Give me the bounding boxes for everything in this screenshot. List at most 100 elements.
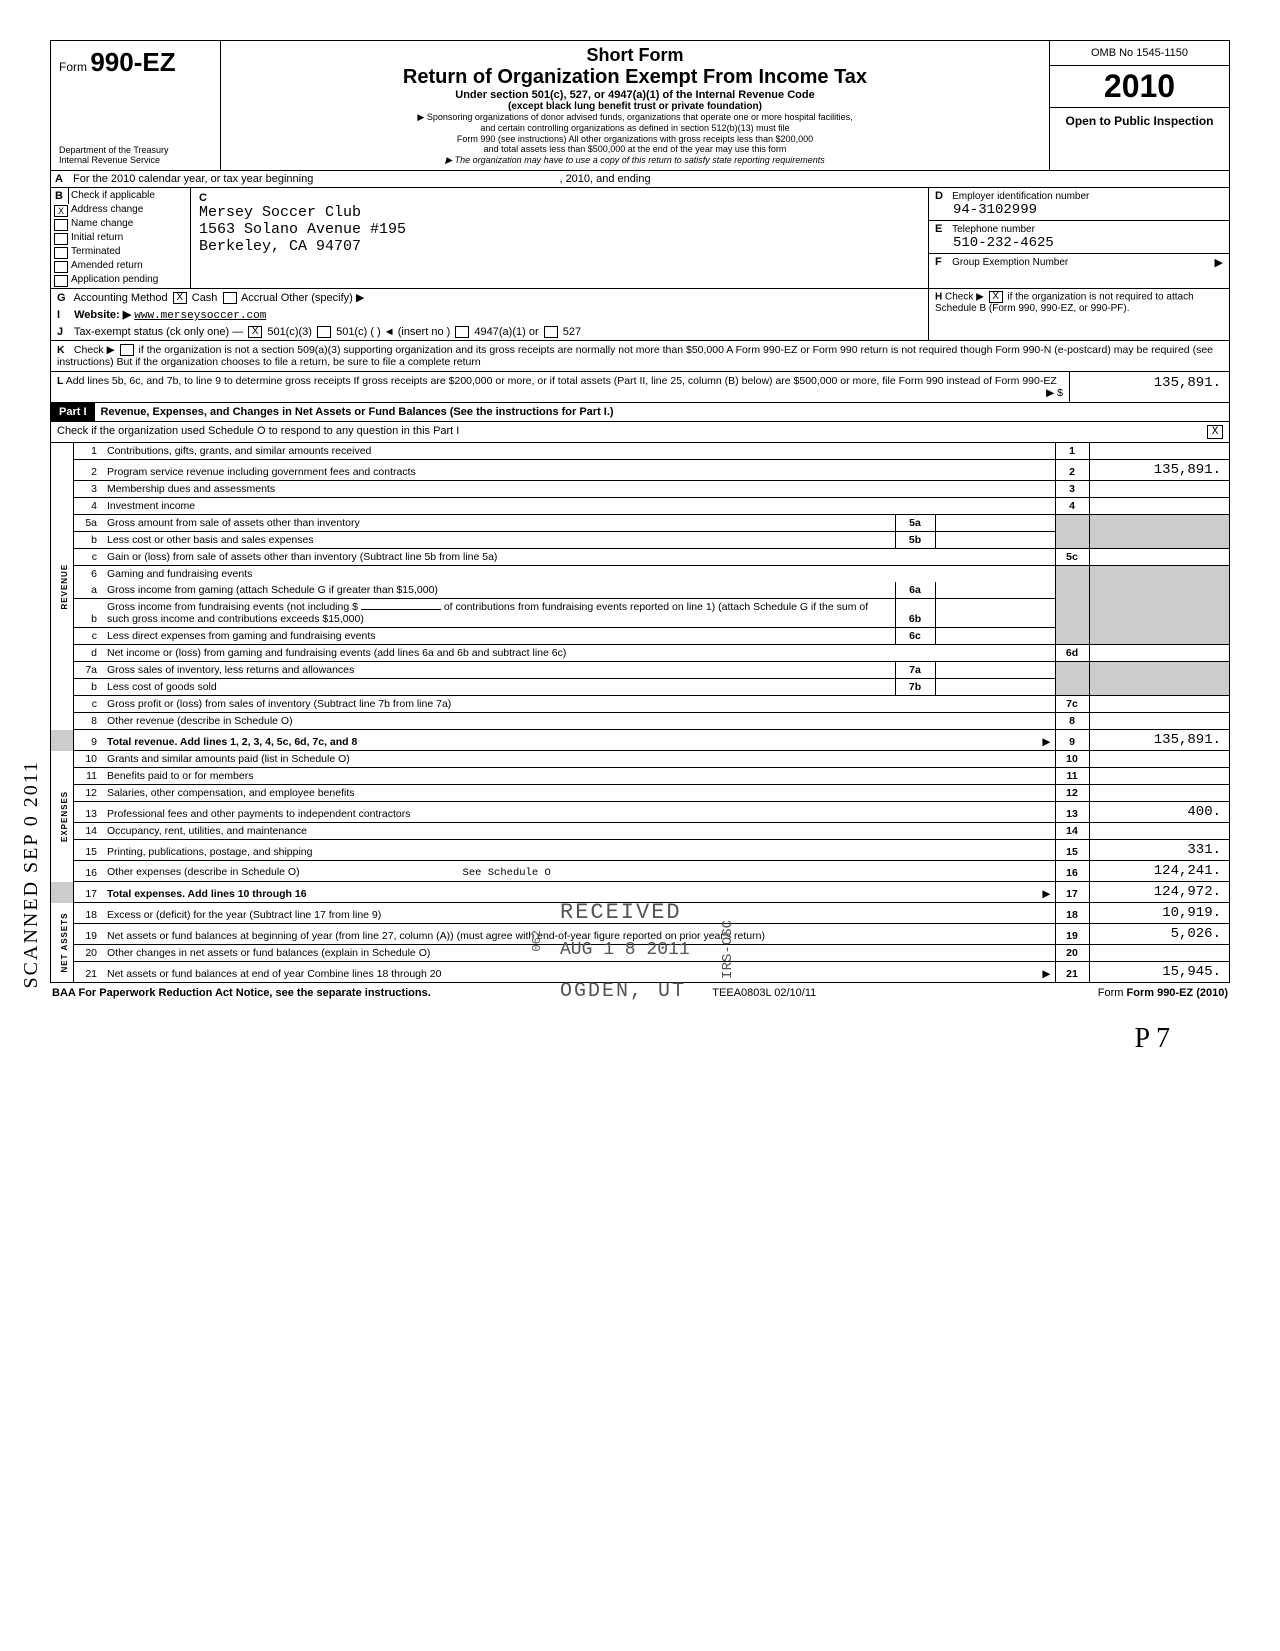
- n12: 12: [73, 785, 103, 802]
- d-label: D: [935, 190, 949, 202]
- row-6d: d Net income or (loss) from gaming and f…: [51, 645, 1229, 662]
- v7b: [1089, 679, 1229, 696]
- v6d: [1089, 645, 1229, 662]
- d21: Net assets or fund balances at end of ye…: [107, 968, 441, 980]
- sv7b: [935, 679, 1055, 696]
- v7c: [1089, 696, 1229, 713]
- v6: [1089, 566, 1229, 583]
- line-a-text1: For the 2010 calendar year, or tax year …: [73, 173, 313, 185]
- line-k: K Check ▶ if the organization is not a s…: [51, 341, 1229, 372]
- side-netassets: NET ASSETS: [51, 903, 73, 983]
- g-text: Accounting Method: [73, 292, 167, 304]
- b-txt-initial: Initial return: [71, 232, 123, 246]
- line-l: L Add lines 5b, 6c, and 7b, to line 9 to…: [51, 372, 1229, 403]
- footer-right-wrap: Form Form 990-EZ (2010): [1098, 987, 1228, 999]
- k-label: K: [57, 344, 71, 356]
- sv5a: [935, 515, 1055, 532]
- c8: 8: [1055, 713, 1089, 730]
- n4: 4: [73, 498, 103, 515]
- k-chk[interactable]: [120, 344, 134, 356]
- line-a-label: A: [51, 171, 69, 187]
- c5a: [1055, 515, 1089, 532]
- j-501c3-chk[interactable]: X: [248, 326, 262, 338]
- b-item-initial: Initial return: [51, 232, 190, 246]
- line-g: G Accounting Method X Cash Accrual Other…: [51, 289, 928, 306]
- b-chk-address[interactable]: X: [54, 205, 68, 217]
- line-a: A For the 2010 calendar year, or tax yea…: [51, 171, 1229, 188]
- form-prefix: Form: [59, 60, 87, 74]
- form-number: Form 990-EZ: [59, 47, 212, 78]
- title-note-a: ▶ Sponsoring organizations of donor advi…: [231, 112, 1039, 123]
- c-label: C: [199, 192, 920, 204]
- d8: Other revenue (describe in Schedule O): [103, 713, 1055, 730]
- v11: [1089, 768, 1229, 785]
- form-number-value: 990-EZ: [90, 47, 175, 77]
- k-text: Check ▶: [74, 344, 115, 356]
- d12: Salaries, other compensation, and employ…: [103, 785, 1055, 802]
- h-text: Check ▶: [945, 292, 984, 303]
- org-addr2: Berkeley, CA 94707: [199, 238, 920, 255]
- j-4947: 4947(a)(1) or: [474, 326, 538, 338]
- g-accrual-chk[interactable]: [223, 292, 237, 304]
- b-chk-pending[interactable]: [54, 275, 68, 287]
- line-i: I Website: ▶ www.merseysoccer.com: [51, 306, 928, 324]
- v7a: [1089, 662, 1229, 679]
- d6b: Gross income from fundraising events (no…: [103, 599, 895, 628]
- g-other: Other (specify) ▶: [281, 292, 365, 304]
- d6d: Net income or (loss) from gaming and fun…: [103, 645, 1055, 662]
- e-head: Telephone number: [952, 224, 1035, 235]
- b-chk-name[interactable]: [54, 219, 68, 231]
- h-chk[interactable]: X: [989, 291, 1003, 303]
- b-chk-terminated[interactable]: [54, 247, 68, 259]
- l-arrow: ▶ $: [1046, 387, 1063, 399]
- c7a: [1055, 662, 1089, 679]
- n7a: 7a: [73, 662, 103, 679]
- part1-check-box[interactable]: X: [1207, 425, 1223, 439]
- e-block: E Telephone number 510-232-4625: [929, 221, 1229, 254]
- c1: 1: [1055, 443, 1089, 460]
- n5a: 5a: [73, 515, 103, 532]
- part1-header: Part I Revenue, Expenses, and Changes in…: [51, 403, 1229, 422]
- part1-check-text: Check if the organization used Schedule …: [57, 425, 1207, 439]
- c2: 2: [1055, 460, 1089, 481]
- j-501c-chk[interactable]: [317, 326, 331, 338]
- g-cash-chk[interactable]: X: [173, 292, 187, 304]
- c7b: [1055, 679, 1089, 696]
- n10: 10: [73, 751, 103, 768]
- d11: Benefits paid to or for members: [103, 768, 1055, 785]
- v1: [1089, 443, 1229, 460]
- j-527-chk[interactable]: [544, 326, 558, 338]
- b-chk-amended[interactable]: [54, 261, 68, 273]
- j-501c: 501(c) (: [336, 326, 374, 338]
- footer-right: Form 990-EZ (2010): [1127, 987, 1228, 999]
- title-note-e: ▶ The organization may have to use a cop…: [231, 155, 1039, 166]
- n20: 20: [73, 945, 103, 962]
- j-label: J: [57, 326, 71, 338]
- c12: 12: [1055, 785, 1089, 802]
- block-gijh: G Accounting Method X Cash Accrual Other…: [51, 289, 1229, 341]
- row-13: 13 Professional fees and other payments …: [51, 802, 1229, 823]
- sv5b: [935, 532, 1055, 549]
- d9w: Total revenue. Add lines 1, 2, 3, 4, 5c,…: [103, 730, 1055, 751]
- v6b: [1089, 599, 1229, 628]
- d5b: Less cost or other basis and sales expen…: [103, 532, 895, 549]
- v15: 331.: [1089, 840, 1229, 861]
- i-label: I: [57, 309, 71, 321]
- stamp-scanned: SCANNED SEP 0 2011: [20, 760, 43, 988]
- b-chk-initial[interactable]: [54, 233, 68, 245]
- title-note-d: and total assets less than $500,000 at t…: [231, 144, 1039, 155]
- sv6c: [935, 628, 1055, 645]
- j-4947-chk[interactable]: [455, 326, 469, 338]
- title-main: Return of Organization Exempt From Incom…: [231, 66, 1039, 89]
- c21: 21: [1055, 962, 1089, 983]
- sc6c: 6c: [895, 628, 935, 645]
- v6cs: [1089, 628, 1229, 645]
- j-text: Tax-exempt status (ck only one) —: [74, 326, 243, 338]
- row-6a: a Gross income from gaming (attach Sched…: [51, 582, 1229, 599]
- h-label: H: [935, 292, 942, 303]
- g-label: G: [57, 292, 71, 304]
- v21: 15,945.: [1089, 962, 1229, 983]
- open-public: Open to Public Inspection: [1050, 108, 1229, 134]
- b-item-terminated: Terminated: [51, 246, 190, 260]
- n6: 6: [73, 566, 103, 583]
